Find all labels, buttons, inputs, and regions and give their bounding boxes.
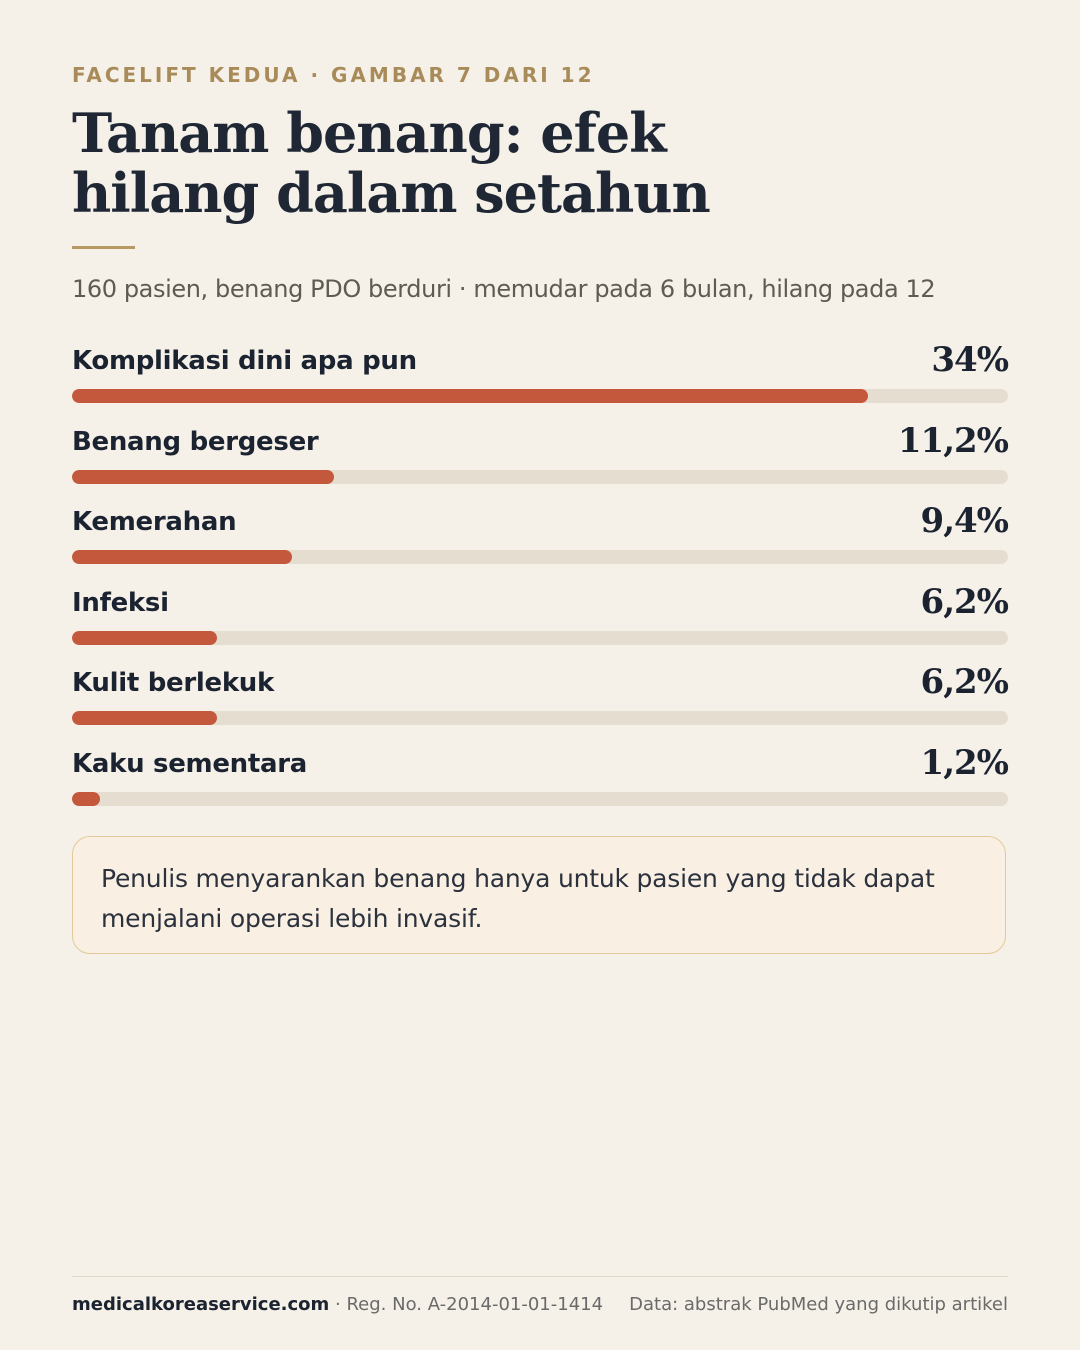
bar-track [72, 711, 1008, 725]
bar-label: Kemerahan [72, 507, 237, 537]
footer-registration: · Reg. No. A-2014-01-01-1414 [329, 1294, 604, 1315]
infographic-page: FACELIFT KEDUA · GAMBAR 7 DARI 12 Tanam … [72, 0, 1009, 1350]
bar-row: Komplikasi dini apa pun 34% [72, 340, 1009, 410]
page-title: Tanam benang: efek hilang dalam setahun [72, 101, 711, 225]
series-eyebrow: FACELIFT KEDUA · GAMBAR 7 DARI 12 [72, 63, 595, 87]
bar-track [72, 389, 1008, 403]
footer-credit: medicalkoreaservice.com · Reg. No. A-201… [72, 1293, 603, 1317]
footer-divider [72, 1276, 1008, 1277]
bar-row: Infeksi 6,2% [72, 582, 1009, 652]
author-note-text: Penulis menyarankan benang hanya untuk p… [101, 864, 935, 933]
bar [72, 711, 217, 725]
bar-row: Benang bergeser 11,2% [72, 421, 1009, 491]
bar-label: Kulit berlekuk [72, 668, 275, 698]
bar [72, 792, 100, 806]
bar-row: Kemerahan 9,4% [72, 501, 1009, 571]
complication-bar-chart: Komplikasi dini apa pun 34% Benang bergese… [72, 340, 1009, 813]
bar [72, 631, 217, 645]
bar [72, 470, 334, 484]
bar-track [72, 470, 1008, 484]
bar-value-label: 11,2% [897, 421, 1009, 461]
bar-row: Kulit berlekuk 6,2% [72, 662, 1009, 732]
bar-label: Infeksi [72, 588, 169, 618]
bar-track [72, 792, 1008, 806]
footer: medicalkoreaservice.com · Reg. No. A-201… [72, 1293, 1008, 1319]
bar-label: Komplikasi dini apa pun [72, 346, 417, 376]
bar-track [72, 631, 1008, 645]
bar-value-label: 9,4% [920, 501, 1009, 541]
bar-value-label: 34% [931, 340, 1009, 380]
bar-label: Benang bergeser [72, 427, 319, 457]
title-divider [72, 246, 135, 249]
bar [72, 389, 868, 403]
footer-site-link[interactable]: medicalkoreaservice.com [72, 1294, 330, 1315]
footer-source: Data: abstrak PubMed yang dikutip artike… [629, 1294, 1008, 1315]
bar [72, 550, 292, 564]
page-subtitle: 160 pasien, benang PDO berduri · memudar… [72, 275, 936, 303]
bar-label: Kaku sementara [72, 749, 308, 779]
bar-row: Kaku sementara 1,2% [72, 743, 1009, 813]
bar-value-label: 6,2% [920, 582, 1009, 622]
author-note-box: Penulis menyarankan benang hanya untuk p… [72, 836, 1006, 954]
bar-value-label: 1,2% [920, 743, 1009, 783]
bar-value-label: 6,2% [920, 662, 1009, 702]
bar-track [72, 550, 1008, 564]
